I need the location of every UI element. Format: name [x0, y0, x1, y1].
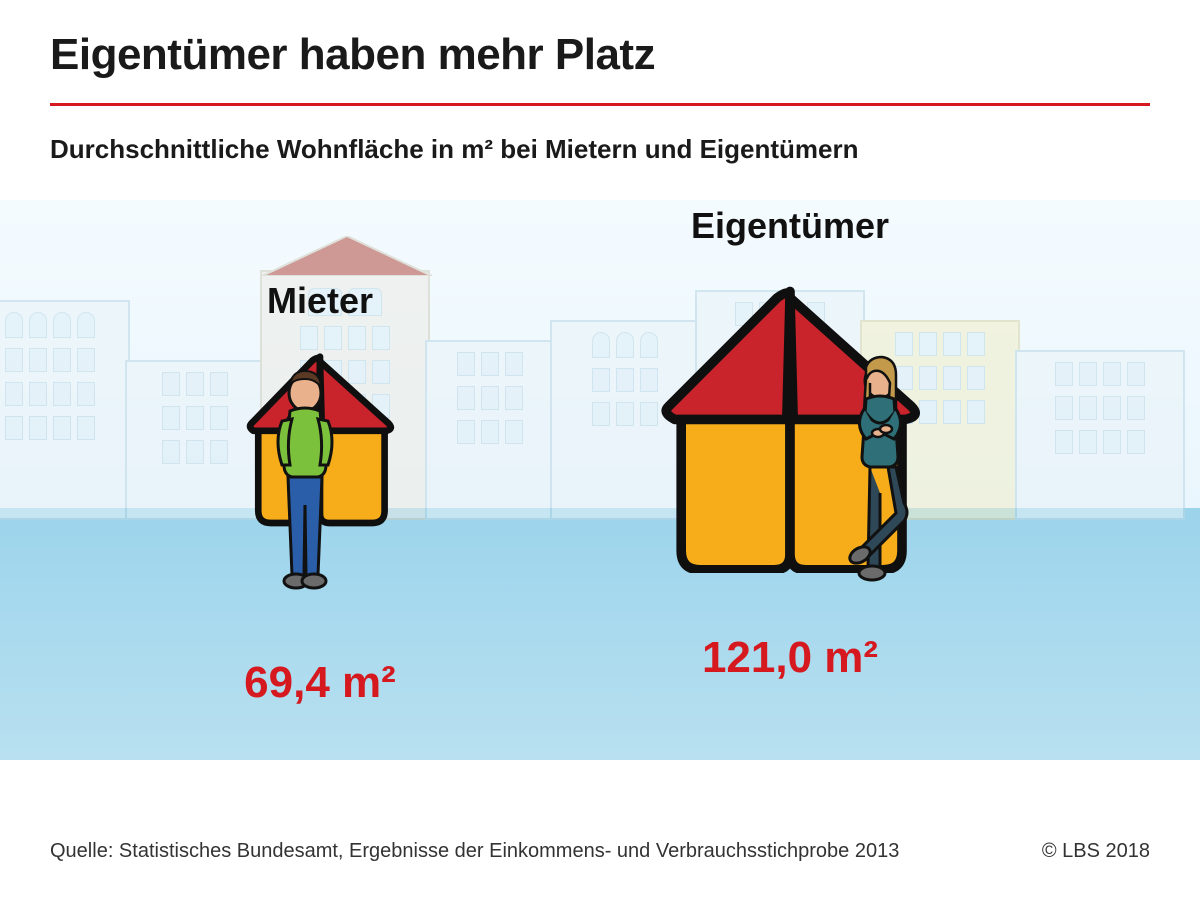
- infographic-scene: Mieter 69,4 m² Eigentüme: [0, 200, 1200, 760]
- renter-person-icon: [260, 365, 350, 595]
- owner-person-icon: [830, 353, 940, 593]
- copyright-text: © LBS 2018: [1042, 840, 1150, 863]
- page-title: Eigentümer haben mehr Platz: [50, 30, 1150, 80]
- source-text: Quelle: Statistisches Bundesamt, Ergebni…: [50, 840, 899, 863]
- renter-group: Mieter 69,4 m²: [170, 280, 470, 708]
- owner-value: 121,0 m²: [580, 633, 1000, 683]
- renter-label: Mieter: [170, 280, 470, 322]
- renter-value: 69,4 m²: [170, 658, 470, 708]
- owner-label: Eigentümer: [580, 205, 1000, 247]
- owner-group: Eigentümer 121,0 m²: [580, 205, 1000, 683]
- page-subtitle: Durchschnittliche Wohnfläche in m² bei M…: [0, 106, 1200, 165]
